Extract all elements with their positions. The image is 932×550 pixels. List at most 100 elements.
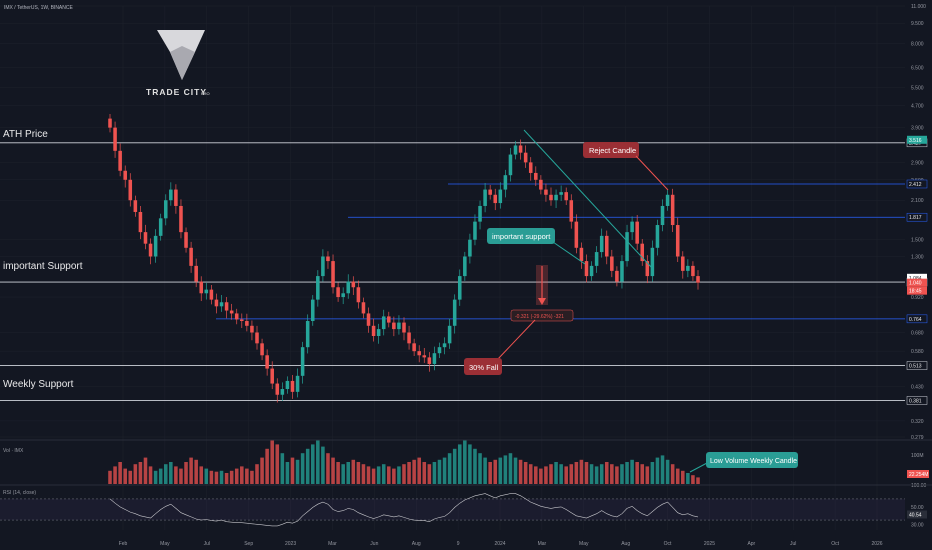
logo-facet-icon: [170, 46, 195, 80]
time-tick-label: Jul: [204, 541, 210, 547]
volume-bar: [604, 462, 609, 484]
reject-candle-callout[interactable]: Reject Candle: [583, 142, 669, 191]
candle-body: [508, 154, 513, 176]
volume-bar: [275, 444, 280, 484]
volume-bar: [432, 462, 437, 484]
price-badge-label: 18:45: [909, 289, 922, 295]
support-callout-box: [487, 228, 555, 244]
important-support-callout[interactable]: important support: [487, 228, 586, 265]
candle-body: [594, 252, 599, 266]
rsi-value-label: 40.54: [909, 513, 922, 519]
candle-body: [473, 221, 477, 240]
volume-bar: [310, 444, 315, 484]
candle-body: [635, 221, 639, 244]
candle-body: [138, 211, 143, 233]
candle-body: [675, 225, 680, 257]
level-price-label: 3.427: [909, 141, 922, 147]
candle-body: [574, 221, 579, 248]
candle-body: [523, 152, 528, 163]
volume-bar: [204, 468, 209, 484]
candle-body: [549, 194, 553, 201]
candle-body: [513, 145, 518, 155]
volume-bar: [407, 462, 411, 484]
volume-bar: [336, 462, 340, 484]
price-tick-label: 8.000: [911, 41, 924, 47]
candle-body: [579, 247, 584, 262]
candle-body: [250, 325, 254, 333]
price-tick-label: 2.100: [911, 198, 924, 204]
candle-body: [417, 351, 421, 356]
volume-bar: [483, 457, 487, 484]
candle-body: [224, 302, 229, 311]
volume-bar: [650, 462, 655, 484]
candle-body: [640, 243, 645, 262]
candle-body: [610, 256, 614, 271]
candle-body: [310, 299, 315, 322]
measure-label-text: -0.321 (-29.62%) -321: [515, 314, 564, 320]
candle-body: [569, 200, 574, 222]
symbol-title: IMX / TetherUS, 1W, BINANCE: [4, 5, 73, 11]
volume-bar: [219, 470, 224, 484]
horizontal-levels[interactable]: [0, 142, 905, 401]
fall-callout[interactable]: 30% Fall: [464, 319, 536, 375]
volume-bar: [442, 457, 447, 484]
candle-body: [528, 162, 533, 173]
candle-body: [316, 276, 320, 300]
candle-body: [665, 194, 670, 206]
price-badge: [907, 135, 927, 144]
volume-tick-label: 100M: [911, 453, 924, 459]
volume-bar: [437, 459, 442, 484]
volume-bar: [569, 464, 574, 484]
volume-bar: [184, 462, 188, 484]
candle-body: [305, 321, 310, 348]
time-tick-label: 9: [457, 541, 460, 547]
candle-body: [387, 316, 391, 323]
time-tick-label: Jun: [370, 541, 378, 547]
volume-bar: [620, 464, 624, 484]
candles: [108, 113, 700, 403]
volume-bar: [498, 457, 503, 484]
candle-body: [589, 265, 594, 277]
price-tick-label: 0.920: [911, 295, 924, 301]
volume-bar: [260, 457, 264, 484]
candle-body: [696, 276, 700, 283]
low-volume-callout-text: Low Volume Weekly Candle: [710, 458, 797, 465]
candle-body: [265, 355, 269, 369]
volume-bar: [610, 464, 614, 484]
candle-body: [300, 347, 305, 376]
volume-bar: [594, 466, 599, 484]
volume-bar: [417, 457, 421, 484]
candle-body: [670, 194, 675, 226]
logo-brand-suffix: PRO: [201, 91, 210, 96]
fall-measure-tool[interactable]: -0.321 (-29.62%) -321: [510, 265, 574, 322]
candle-body: [234, 313, 239, 320]
volume-bar: [422, 462, 427, 484]
trendline[interactable]: [523, 129, 653, 269]
measure-label-box: [510, 309, 574, 322]
volume-bar: [113, 466, 117, 484]
volume-bar: [158, 468, 163, 484]
price-tick-label: 1.500: [911, 238, 924, 244]
time-tick-label: 2025: [704, 541, 715, 547]
rsi-pane: 50.00 40.54 30.00: [0, 493, 927, 528]
candle-body: [133, 200, 138, 212]
candle-body: [645, 261, 650, 277]
volume-bar: [584, 462, 589, 484]
candle-body: [275, 383, 280, 395]
descending-trendline[interactable]: [523, 129, 653, 269]
rsi-pane-label: RSI (14, close): [3, 490, 36, 496]
candle-body: [229, 310, 234, 314]
low-volume-callout[interactable]: Low Volume Weekly Candle: [689, 452, 798, 473]
fall-callout-pointer: [496, 319, 536, 361]
volume-bar: [615, 466, 619, 484]
support-callout-pointer: [552, 241, 586, 265]
axes: 11.000 9.500 8.000 6.500 5.500 4.700 3.900 2.90…: [0, 4, 932, 547]
volume-bar: [240, 466, 244, 484]
price-tick-label: 3.900: [911, 126, 924, 132]
candle-body: [432, 353, 437, 364]
level-label-ath: ATH Price: [3, 129, 48, 140]
volume-bar: [169, 462, 173, 484]
time-tick-label: Oct: [664, 541, 672, 547]
volume-bar: [387, 466, 391, 484]
